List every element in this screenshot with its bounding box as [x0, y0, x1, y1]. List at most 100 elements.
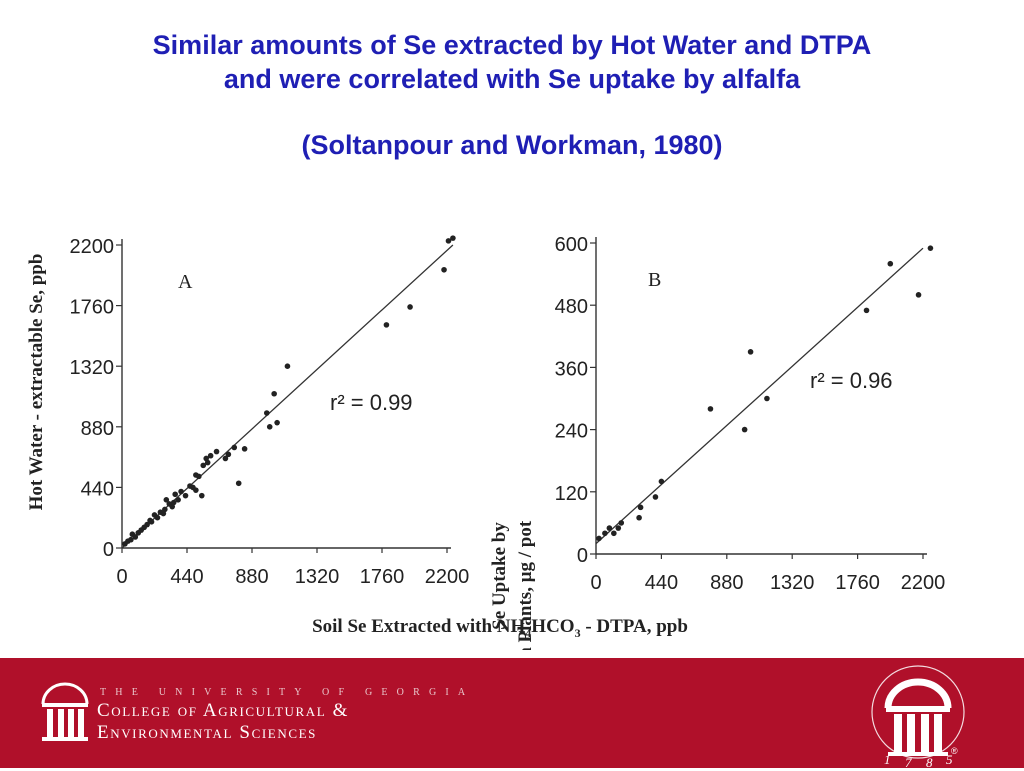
- panel-a-data-point: [162, 506, 168, 513]
- registered-mark: ®: [951, 746, 958, 756]
- panel-a-data-point: [207, 452, 214, 459]
- panel-a-data-point: [128, 536, 134, 543]
- panel-a-y-tick-label: 880: [81, 418, 114, 440]
- panel-b-x-tick-label: 880: [710, 572, 743, 594]
- panel-b-y-tick-label: 480: [555, 296, 588, 318]
- panel-a-data-point: [266, 424, 273, 430]
- panel-a-data-point: [200, 462, 207, 469]
- title-line-1: Similar amounts of Se extracted by Hot W…: [152, 30, 872, 60]
- shared-xlabel: Soil Se Extracted with NH4HCO3 - DTPA, p…: [312, 616, 688, 640]
- panel-b-data-point: [606, 525, 613, 531]
- panel-a-data-point: [196, 473, 202, 480]
- panel-a-x-tick-label: 880: [235, 566, 268, 588]
- panel-a-label: A: [178, 271, 193, 293]
- title-line-2: and were correlated with Se uptake by al…: [223, 64, 801, 94]
- panel-b-fit-line: [595, 247, 924, 545]
- panel-a-data-point: [178, 488, 184, 495]
- college-name-line-1: College of Agricultural &: [97, 700, 350, 721]
- panel-b-y-tick-label: 120: [555, 483, 588, 505]
- panel-a-data-point: [182, 492, 189, 499]
- year-digit: 5: [946, 752, 953, 767]
- panel-a-ylabel: Hot Water - extractable Se, ppb: [26, 254, 47, 511]
- xlabel-part-1: Soil Se Extracted with NH: [312, 616, 525, 637]
- citation: (Soltanpour and Workman, 1980): [301, 130, 723, 160]
- panel-b-data-point: [741, 426, 748, 433]
- panel-a-data-point: [222, 455, 229, 462]
- panel-b-annotation: r² = 0.96: [810, 368, 893, 393]
- panel-a-data-point: [163, 496, 170, 503]
- panel-b-x-tick-label: 2200: [901, 572, 946, 594]
- xlabel-part-3: - DTPA, ppb: [581, 616, 688, 637]
- panel-b-y-tick-label: 0: [577, 545, 588, 567]
- panel-a-data-point: [383, 322, 390, 328]
- panel-b-data-point: [658, 478, 665, 485]
- panel-b-data-point: [611, 530, 617, 537]
- panel-b-data-point: [707, 406, 714, 412]
- panel-b-ylabel-1: Se Uptake by: [489, 522, 510, 630]
- panel-a-y-tick-label: 1760: [70, 297, 115, 319]
- panel-b-data-point: [637, 504, 644, 511]
- panel-a-data-point: [274, 419, 280, 426]
- panel-a-data-point: [284, 363, 291, 369]
- university-name: THE UNIVERSITY OF GEORGIA: [100, 687, 475, 698]
- panel-a-y-tick-label: 0: [103, 539, 114, 561]
- panel-b-data-point: [927, 245, 934, 251]
- panel-b-data-point: [652, 494, 659, 500]
- panel-a-data-point: [241, 446, 248, 452]
- panel-b-data-point: [615, 525, 622, 531]
- arch-logo-icon: [41, 682, 89, 741]
- panel-b-x-tick-label: 0: [590, 572, 601, 594]
- panel-a-x-tick-label: 0: [116, 566, 127, 588]
- panel-a-data-point: [148, 519, 155, 525]
- panel-b-data-point: [887, 260, 894, 267]
- slide-title: Similar amounts of Se extracted by Hot W…: [0, 28, 1024, 96]
- panel-b-label: B: [648, 269, 661, 291]
- panel-b-ylabel-2: Alfalfa Plants, μg / pot: [515, 520, 536, 650]
- panel-b-x-tick-label: 440: [645, 572, 678, 594]
- xlabel-sub: 4: [525, 626, 531, 640]
- panel-b-data-point: [863, 307, 870, 314]
- college-name-line-2: Environmental Sciences: [97, 722, 317, 743]
- xlabel-part-2: HCO: [531, 616, 574, 637]
- panel-b-y-tick-label: 240: [555, 421, 588, 443]
- panel-a-data-point: [445, 238, 452, 244]
- panel-b-x-tick-label: 1320: [770, 572, 815, 594]
- panel-a-data-point: [198, 492, 205, 499]
- scatter-figure: Hot Water - extractable Se, ppb A r² = 0…: [26, 234, 945, 650]
- panel-a-data-point: [144, 521, 150, 528]
- year-digit: 7: [905, 755, 912, 770]
- panel-a-data-point: [450, 235, 456, 241]
- panel-b-y-tick-label: 360: [555, 358, 588, 380]
- arch-seal-icon: [871, 665, 965, 759]
- panel-a-annotation: r² = 0.99: [330, 390, 413, 415]
- panel-a-data-point: [193, 487, 199, 493]
- panel-a-data-point: [154, 514, 161, 521]
- panel-a-data-point: [225, 451, 232, 458]
- panel-b-data-point: [915, 292, 922, 298]
- panel-a-data-point: [172, 491, 178, 498]
- panel-a-data-point: [170, 499, 177, 506]
- panel-a-data-point: [204, 459, 211, 466]
- panel-b-x-tick-label: 1760: [835, 572, 880, 594]
- panel-a-x-tick-label: 440: [170, 566, 203, 588]
- panel-a-x-tick-label: 2200: [425, 566, 470, 588]
- panel-a-y-tick-label: 2200: [70, 236, 115, 258]
- panel-b-data-point: [602, 530, 608, 537]
- panel-a-data-point: [235, 480, 242, 487]
- panel-a-data-point: [441, 266, 447, 273]
- panel-b-data-point: [764, 395, 770, 402]
- panel-a-y-tick-label: 440: [81, 478, 114, 500]
- panel-b-data-point: [596, 535, 602, 542]
- year-digit: 1: [884, 752, 891, 767]
- panel-a-data-point: [132, 534, 139, 540]
- panel-b-data-point: [618, 520, 625, 526]
- xlabel-sub-2: 3: [575, 626, 581, 640]
- panel-a-x-tick-label: 1760: [360, 566, 405, 588]
- panel-b-chart: Se Uptake by Alfalfa Plants, μg / pot B …: [489, 234, 945, 650]
- panel-a-data-point: [213, 448, 220, 455]
- panel-b-data-point: [747, 349, 754, 355]
- panel-b-data-point: [636, 514, 642, 521]
- panel-a-x-tick-label: 1320: [295, 566, 340, 588]
- year-digit: 8: [926, 755, 933, 770]
- panel-a-data-point: [231, 444, 238, 451]
